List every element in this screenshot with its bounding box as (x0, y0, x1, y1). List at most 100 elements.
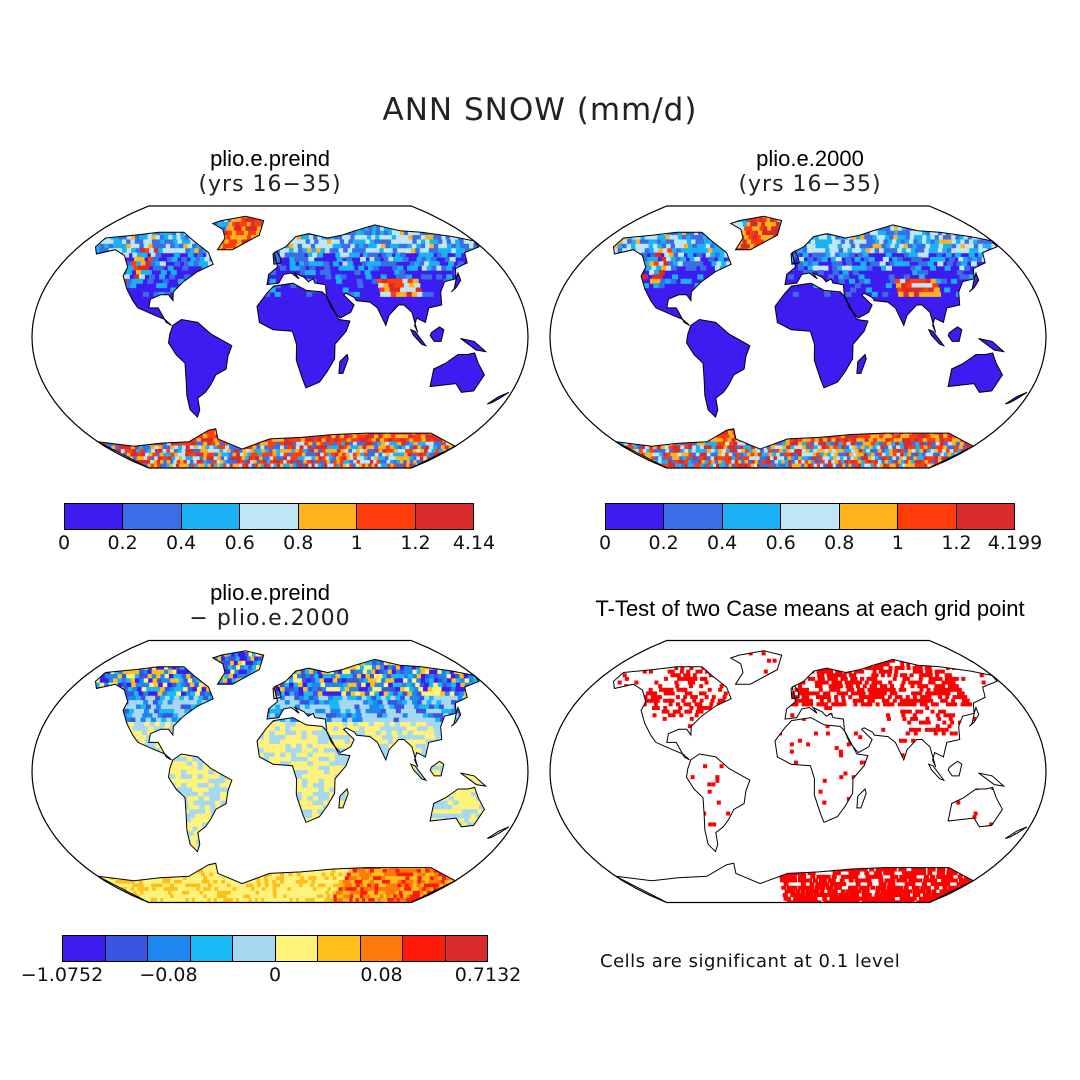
snow-cell (275, 243, 282, 249)
snow-cell (187, 226, 194, 232)
snow-cell (902, 217, 909, 223)
snow-cell (385, 291, 392, 297)
snow-cell (162, 248, 169, 254)
snow-cell (96, 430, 104, 435)
snow-cell (781, 235, 788, 241)
snow-cell (756, 449, 764, 454)
snow-cell (265, 265, 272, 271)
snow-cell (714, 252, 721, 258)
diff-cell (182, 652, 189, 658)
snow-cell (348, 434, 356, 439)
snow-cell (899, 217, 906, 223)
snow-cell (407, 230, 414, 236)
snow-cell (700, 441, 708, 446)
snow-cell (668, 252, 675, 258)
snow-cell (353, 291, 360, 297)
snow-cell (866, 265, 873, 271)
snow-cell (847, 449, 855, 454)
snow-cell (669, 434, 677, 439)
snow-cell (981, 239, 988, 245)
snow-cell (329, 226, 336, 232)
diff-cell (382, 656, 389, 662)
snow-cell (127, 427, 135, 432)
snow-cell (201, 445, 209, 450)
snow-cell (325, 274, 332, 280)
snow-cell (117, 438, 125, 443)
snow-cell (864, 438, 872, 443)
snow-cell (168, 239, 175, 245)
diff-cell (310, 660, 317, 666)
snow-cell (862, 434, 870, 439)
snow-cell (175, 217, 182, 223)
snow-cell (203, 226, 210, 232)
snow-cell (276, 216, 283, 219)
snow-cell (959, 226, 966, 232)
snow-cell (407, 452, 415, 457)
snow-cell (1020, 283, 1027, 289)
snow-cell (384, 287, 391, 293)
snow-cell (706, 230, 713, 236)
snow-cell (815, 427, 823, 432)
snow-cell (373, 441, 381, 446)
snow-cell (342, 452, 350, 457)
snow-cell (112, 243, 119, 249)
snow-cell (785, 235, 792, 241)
snow-cell (944, 226, 951, 232)
snow-cell (334, 445, 342, 450)
diff-cell (311, 652, 318, 658)
snow-cell (266, 430, 274, 435)
snow-cell (686, 434, 694, 439)
snow-cell (350, 243, 357, 249)
snow-cell (727, 445, 735, 450)
snow-cell (166, 256, 173, 262)
snow-cell (494, 278, 501, 284)
snow-cell (269, 452, 277, 457)
snow-cell (640, 226, 647, 232)
snow-cell (431, 265, 438, 271)
snow-cell (320, 222, 327, 228)
snow-cell (162, 449, 170, 454)
snow-cell (111, 445, 119, 450)
snow-cell (711, 261, 718, 267)
snow-cell (416, 235, 423, 241)
snow-cell (896, 434, 904, 439)
snow-cell (334, 248, 341, 254)
snow-cell (883, 248, 890, 254)
snow-cell (158, 449, 166, 454)
snow-cell (181, 445, 189, 450)
snow-cell (271, 438, 279, 443)
snow-cell (150, 261, 157, 267)
snow-cell (933, 248, 940, 254)
snow-cell (128, 449, 136, 454)
snow-cell (429, 438, 437, 443)
snow-cell (395, 217, 402, 223)
snow-cell (96, 278, 103, 284)
diff-cell (149, 660, 156, 666)
colorbar-swatch (722, 504, 782, 529)
snow-cell (792, 291, 799, 297)
snow-cell (297, 217, 304, 223)
snow-cell (227, 217, 234, 223)
snow-cell (915, 441, 923, 446)
snow-cell (731, 445, 739, 450)
snow-cell (227, 216, 234, 219)
snow-cell (346, 217, 353, 223)
snow-cell (1024, 291, 1027, 297)
snow-cell (983, 265, 990, 271)
snow-cell (879, 248, 886, 254)
snow-cell (378, 449, 386, 454)
snow-cell (881, 449, 889, 454)
snow-cell (199, 427, 207, 432)
snow-cell (253, 216, 260, 219)
diff-cell (327, 656, 334, 662)
snow-cell (181, 452, 189, 457)
snow-cell (403, 243, 410, 249)
snow-cell (691, 449, 699, 454)
snow-cell (916, 216, 923, 219)
snow-cell (236, 452, 244, 457)
snow-cell (762, 243, 769, 249)
snow-cell (948, 256, 955, 262)
snow-cell (240, 216, 247, 219)
snow-cell (315, 243, 322, 249)
snow-cell (787, 274, 794, 280)
